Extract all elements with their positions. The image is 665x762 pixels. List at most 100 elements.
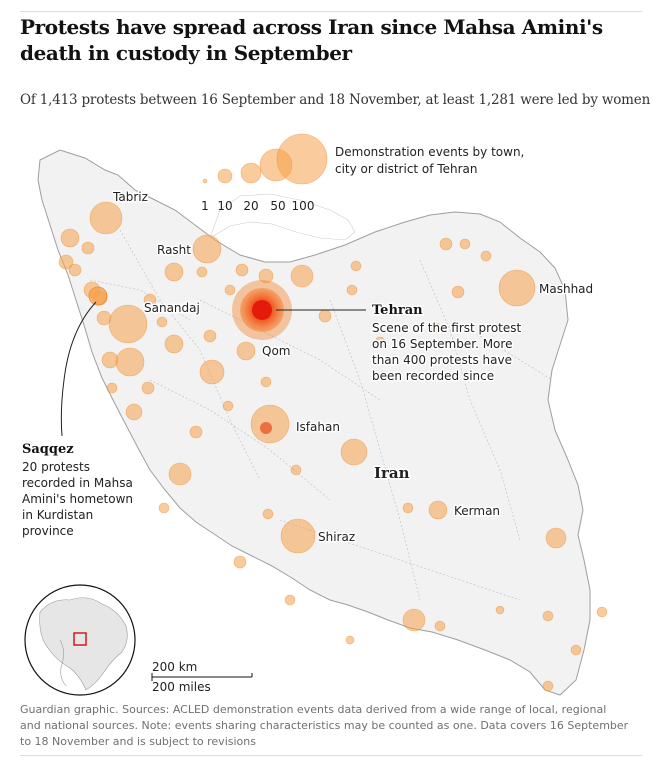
event-bubble	[402, 502, 414, 514]
city-bubbles	[89, 201, 536, 554]
saqqez-annotation-line: Amini's hometown	[22, 492, 133, 506]
event-bubble	[156, 316, 168, 328]
legend-bubble-100	[276, 133, 328, 185]
event-bubble	[125, 403, 143, 421]
tehran-annotation-line: Scene of the first protest	[372, 321, 522, 335]
label-qom: Qom	[262, 344, 290, 358]
event-bubble	[68, 263, 82, 277]
tehran-annotation-line: been recorded since	[372, 369, 494, 383]
event-bubble	[284, 594, 296, 606]
shiraz-bubble	[280, 518, 316, 554]
scale-miles-label: 200 miles	[152, 680, 211, 694]
chart-title: Protests have spread across Iran since M…	[20, 15, 603, 65]
event-bubble	[318, 309, 332, 323]
legend-title-line1: Demonstration events by town,	[335, 145, 524, 159]
country-label: Iran	[374, 464, 410, 482]
globe-land	[39, 597, 128, 691]
source-note: Guardian graphic. Sources: ACLED demonst…	[20, 703, 629, 748]
scale-km-label: 200 km	[152, 660, 197, 674]
city-labels: Tabriz Rasht Sanandaj Qom Isfahan Shiraz…	[111, 189, 595, 546]
event-bubble	[203, 329, 217, 343]
event-bubble	[101, 351, 119, 369]
legend-bubble-20	[240, 162, 262, 184]
saqqez-annotation-line: province	[22, 524, 74, 538]
legend: 1 10 20 50 100 Demonstration events by t…	[201, 133, 524, 213]
event-bubble	[199, 359, 225, 385]
event-bubble	[402, 608, 426, 632]
event-bubble	[60, 228, 80, 248]
rasht-bubble	[192, 234, 222, 264]
event-bubble	[196, 266, 208, 278]
province-borders	[89, 229, 553, 601]
event-bubble	[542, 680, 554, 692]
event-bubble	[430, 322, 442, 334]
event-bubble	[374, 336, 386, 348]
event-bubble	[258, 268, 274, 284]
mashhad-bubble	[498, 269, 536, 307]
event-bubble	[346, 284, 358, 296]
tehran-annotation: Tehran Scene of the first protest on 16 …	[371, 302, 524, 385]
saqqez-annotation-title: Saqqez	[22, 442, 74, 457]
tabriz-bubble	[89, 201, 123, 235]
event-bubble	[434, 620, 446, 632]
event-bubble	[224, 284, 236, 296]
saqqez-annotation-line: in Kurdistan	[22, 508, 93, 522]
event-bubble	[596, 606, 608, 618]
event-bubble	[480, 250, 492, 262]
event-bubble	[290, 464, 302, 476]
event-bubble	[158, 502, 170, 514]
event-bubble	[495, 605, 505, 615]
scale-bar: 200 km 200 miles	[151, 660, 253, 694]
legend-size-20: 20	[243, 199, 258, 213]
event-bubble	[189, 425, 203, 439]
iran-landmass	[37, 149, 591, 696]
event-bubble	[164, 334, 184, 354]
small-event-bubbles	[58, 228, 608, 692]
kerman-bubble	[428, 500, 448, 520]
event-bubble	[143, 293, 157, 307]
event-bubble	[345, 635, 355, 645]
event-bubble	[141, 381, 155, 395]
saqqez-annotation: Saqqez 20 protests recorded in Mahsa Ami…	[22, 442, 133, 538]
globe-iran-marker	[73, 632, 87, 646]
legend-bubble-1	[202, 178, 208, 184]
event-bubble	[235, 263, 249, 277]
saqqez-annotation-line: 20 protests	[22, 460, 90, 474]
legend-bubble-10	[217, 168, 233, 184]
legend-size-10: 10	[217, 199, 232, 213]
event-bubble	[168, 462, 192, 486]
event-bubble	[542, 610, 554, 622]
legend-size-1: 1	[201, 199, 209, 213]
locator-globe	[24, 584, 136, 696]
label-mashhad: Mashhad	[539, 282, 593, 296]
label-rasht: Rasht	[157, 243, 191, 257]
event-bubble	[439, 237, 453, 251]
tehran-annotation-line: than 400 protests have	[372, 353, 512, 367]
chart-subtitle: Of 1,413 protests between 16 September a…	[20, 92, 651, 108]
event-bubble	[106, 382, 118, 394]
legend-size-50: 50	[270, 199, 285, 213]
label-sanandaj: Sanandaj	[144, 301, 200, 315]
sanandaj-bubble	[108, 304, 148, 344]
event-bubble	[350, 260, 362, 272]
event-bubble	[233, 555, 247, 569]
event-bubble	[451, 285, 465, 299]
label-isfahan: Isfahan	[296, 420, 340, 434]
event-bubble	[58, 254, 74, 270]
saqqez-leader	[60, 301, 97, 437]
tehran-hotspot	[232, 280, 292, 434]
yazd-area-bubble	[340, 438, 368, 466]
caspian-sea	[209, 193, 356, 241]
event-bubble	[164, 262, 184, 282]
label-shiraz: Shiraz	[318, 530, 355, 544]
event-bubble	[290, 264, 314, 288]
event-bubble	[459, 238, 471, 250]
event-bubble	[545, 527, 567, 549]
event-bubble	[260, 376, 272, 388]
saqqez-annotation-line: recorded in Mahsa	[22, 476, 133, 490]
tehran-annotation-line: on 16 September. More	[372, 337, 512, 351]
bottom-rule	[20, 755, 642, 756]
legend-title-line2: city or district of Tehran	[335, 162, 478, 176]
top-rule	[20, 11, 642, 12]
